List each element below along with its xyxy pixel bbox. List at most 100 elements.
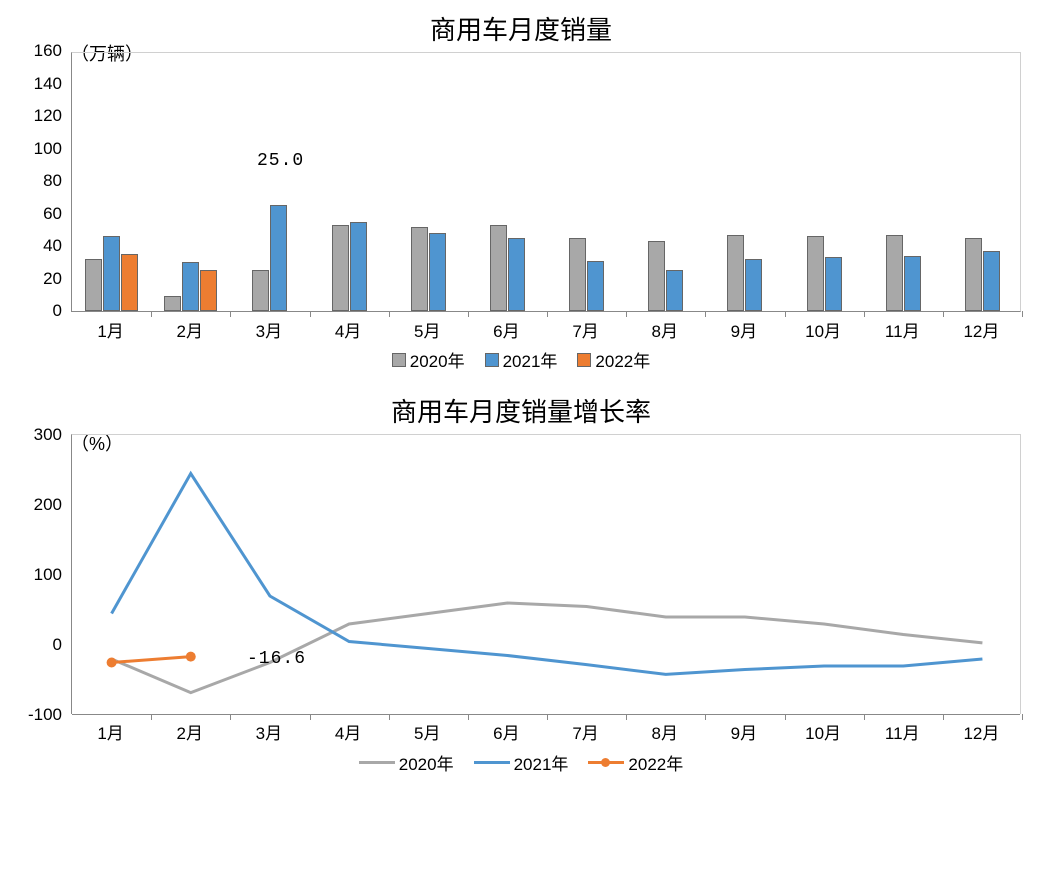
legend-swatch-icon	[392, 353, 406, 367]
bar	[886, 235, 903, 311]
y-tick-label: 0	[53, 635, 62, 655]
y-tick-label: 80	[43, 171, 62, 191]
legend-label: 2021年	[503, 347, 558, 372]
bar	[85, 259, 102, 311]
x-tick-label: 5月	[414, 317, 440, 342]
x-tick-label: 6月	[493, 317, 519, 342]
legend-item: 2021年	[485, 347, 558, 372]
line-series	[112, 657, 191, 663]
bar-chart-title: 商用车月度销量	[11, 10, 1031, 47]
legend-line-icon	[588, 761, 624, 764]
x-tick-label: 4月	[335, 317, 361, 342]
legend-swatch-icon	[577, 353, 591, 367]
bar-group	[85, 236, 138, 311]
y-tick-label: 140	[34, 74, 62, 94]
x-tick-label: 2月	[177, 317, 203, 342]
bar-chart-legend: 2020年 2021年 2022年	[11, 347, 1031, 372]
bar-chart-plot: 020406080100120140160 25.0	[71, 52, 1021, 312]
y-tick-label: 0	[53, 301, 62, 321]
line-chart-plot: -1000100200300 -16.6	[71, 434, 1021, 714]
bar	[350, 222, 367, 311]
bar-group	[332, 222, 367, 311]
bar	[965, 238, 982, 311]
bar-chart-container: 商用车月度销量 （万辆） 020406080100120140160 25.0 …	[11, 10, 1031, 372]
x-tick-label: 7月	[572, 317, 598, 342]
bar	[182, 262, 199, 311]
line-chart-legend: 2020年 2021年 2022年	[11, 749, 1031, 775]
legend-item: 2022年	[588, 750, 683, 775]
legend-item: 2022年	[577, 347, 650, 372]
bar-data-label: 25.0	[257, 151, 304, 171]
bar	[569, 238, 586, 311]
x-tick-label: 12月	[963, 317, 999, 342]
line-marker-icon	[107, 658, 117, 668]
line-marker-icon	[186, 652, 196, 662]
bar	[200, 270, 217, 311]
x-tick-label: 3月	[256, 719, 282, 744]
legend-line-icon	[359, 761, 395, 764]
legend-swatch-icon	[485, 353, 499, 367]
bar	[332, 225, 349, 311]
y-tick-label: 160	[34, 41, 62, 61]
bar-chart-y-axis: 020406080100120140160	[17, 53, 67, 311]
bar-group	[965, 238, 1000, 311]
bar-chart-x-axis: 1月2月3月4月5月6月7月8月9月10月11月12月	[71, 312, 1021, 342]
legend-label: 2020年	[399, 750, 454, 775]
y-tick-label: 100	[34, 565, 62, 585]
bar-group	[164, 262, 217, 311]
line-chart-x-axis: 1月2月3月4月5月6月7月8月9月10月11月12月	[71, 714, 1021, 744]
bar	[727, 235, 744, 311]
y-tick-label: 100	[34, 139, 62, 159]
bar	[429, 233, 446, 311]
bar	[587, 261, 604, 311]
line-data-label: -16.6	[247, 649, 306, 669]
line-chart-y-axis: -1000100200300	[17, 435, 67, 714]
y-tick-label: 120	[34, 106, 62, 126]
y-tick-label: 20	[43, 269, 62, 289]
bar	[983, 251, 1000, 311]
legend-item: 2020年	[359, 750, 454, 775]
x-tick-label: 8月	[652, 317, 678, 342]
x-tick-label: 8月	[652, 719, 678, 744]
x-tick-label: 7月	[572, 719, 598, 744]
x-tick-label: 6月	[493, 719, 519, 744]
x-tick-label: 4月	[335, 719, 361, 744]
legend-item: 2021年	[474, 750, 569, 775]
x-tick-label: 1月	[97, 719, 123, 744]
bar	[666, 270, 683, 311]
x-tick-label: 11月	[885, 719, 920, 744]
legend-label: 2022年	[628, 750, 683, 775]
bar	[825, 257, 842, 311]
bar-group	[252, 205, 287, 311]
bar-group	[490, 225, 525, 311]
line-chart-container: 商用车月度销量增长率 （%） -1000100200300 -16.6 1月2月…	[11, 392, 1031, 775]
x-tick-label: 9月	[731, 317, 757, 342]
x-tick-label: 5月	[414, 719, 440, 744]
bar-group	[569, 238, 604, 311]
x-tick-label: 10月	[805, 719, 841, 744]
bar	[252, 270, 269, 311]
x-tick-label: 1月	[97, 317, 123, 342]
x-tick-label: 11月	[885, 317, 920, 342]
bar	[270, 205, 287, 311]
x-tick-label: 2月	[177, 719, 203, 744]
bar-group	[648, 241, 683, 311]
line-series	[112, 474, 983, 675]
line-svg	[72, 435, 1022, 715]
x-tick-label: 3月	[256, 317, 282, 342]
bar	[807, 236, 824, 311]
legend-marker-icon	[601, 758, 610, 767]
legend-line-icon	[474, 761, 510, 764]
x-tick-label: 12月	[963, 719, 999, 744]
y-tick-label: 200	[34, 495, 62, 515]
y-tick-label: 300	[34, 425, 62, 445]
bar	[411, 227, 428, 312]
line-series	[112, 603, 983, 693]
bar	[103, 236, 120, 311]
bar	[648, 241, 665, 311]
legend-item: 2020年	[392, 347, 465, 372]
bar-group	[411, 227, 446, 312]
legend-label: 2020年	[410, 347, 465, 372]
bar	[490, 225, 507, 311]
legend-label: 2022年	[595, 347, 650, 372]
